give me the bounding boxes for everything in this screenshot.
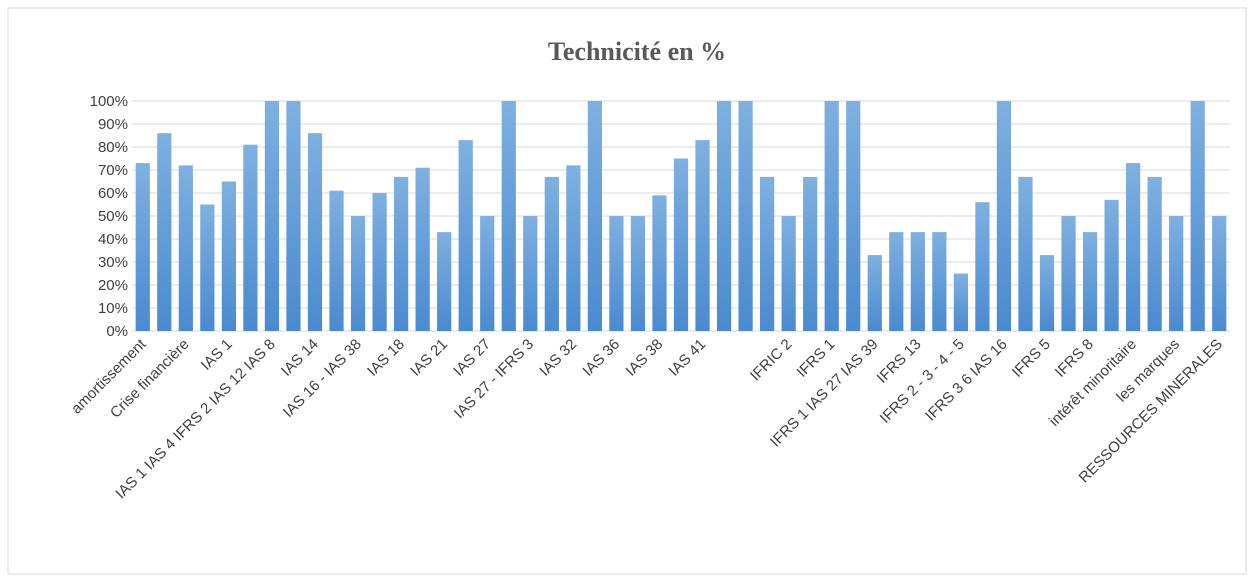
bar xyxy=(437,232,452,331)
bar xyxy=(1039,255,1055,331)
bar xyxy=(480,216,495,331)
bar xyxy=(781,216,796,331)
bar xyxy=(221,181,236,331)
bar xyxy=(910,232,925,331)
bar xyxy=(867,255,882,331)
bar xyxy=(415,167,430,331)
bar xyxy=(760,176,775,331)
y-tick-label: 0% xyxy=(106,323,128,340)
bar xyxy=(975,202,990,331)
y-tick-label: 30% xyxy=(98,254,128,271)
bar xyxy=(1018,176,1033,331)
bar xyxy=(587,101,602,331)
bar xyxy=(824,101,839,331)
y-tick-label: 40% xyxy=(98,231,128,248)
y-tick-label: 100% xyxy=(90,93,128,110)
y-tick-label: 70% xyxy=(98,162,128,179)
bar xyxy=(846,101,861,331)
bar xyxy=(350,216,366,331)
bar xyxy=(716,101,732,331)
y-tick-label: 10% xyxy=(98,300,128,317)
bar xyxy=(264,101,280,331)
bar xyxy=(1212,216,1227,331)
bar xyxy=(157,133,172,331)
chart-title: Technicité en % xyxy=(548,37,726,66)
bar xyxy=(1126,163,1141,331)
bar xyxy=(1082,232,1098,331)
bar xyxy=(889,232,904,331)
bar xyxy=(996,101,1012,331)
bar xyxy=(932,232,947,331)
y-tick-label: 60% xyxy=(98,185,128,202)
bar xyxy=(286,101,301,331)
bar xyxy=(458,140,473,331)
y-tick-label: 20% xyxy=(98,277,128,294)
bar xyxy=(243,144,258,331)
bar xyxy=(566,165,581,331)
bar xyxy=(609,216,624,331)
bar xyxy=(200,204,215,331)
bar xyxy=(803,176,818,331)
bar xyxy=(523,216,538,331)
bar xyxy=(135,163,150,331)
chart-frame xyxy=(7,7,1247,575)
bar xyxy=(1169,216,1184,331)
bar xyxy=(673,158,689,331)
bar xyxy=(501,101,516,331)
bar xyxy=(372,193,387,331)
bar xyxy=(738,101,753,331)
bar xyxy=(307,133,323,331)
bar xyxy=(1147,176,1162,331)
bar xyxy=(394,176,409,331)
bar xyxy=(652,195,667,331)
bar xyxy=(953,273,968,331)
y-tick-label: 90% xyxy=(98,116,128,133)
y-tick-label: 50% xyxy=(98,208,128,225)
bar xyxy=(329,190,344,331)
bar xyxy=(1104,199,1119,331)
y-tick-label: 80% xyxy=(98,139,128,156)
bar xyxy=(178,165,193,331)
bar xyxy=(630,216,646,331)
bar xyxy=(695,140,710,331)
bar xyxy=(1190,101,1205,331)
bar xyxy=(1061,216,1076,331)
bar xyxy=(544,176,559,331)
